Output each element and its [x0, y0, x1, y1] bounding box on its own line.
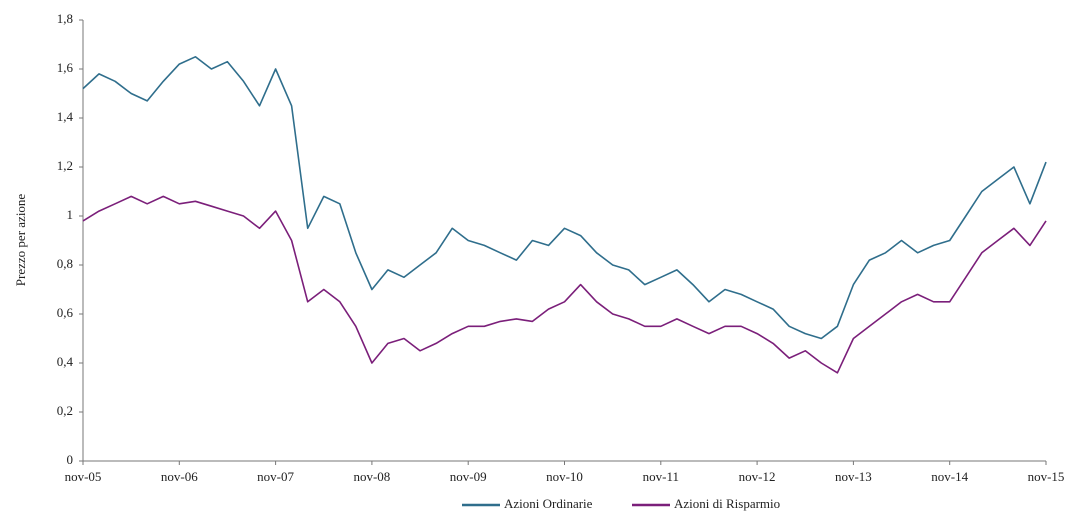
y-axis-label: Prezzo per azione — [13, 194, 28, 287]
y-tick-label: 0 — [67, 452, 74, 467]
y-tick-label: 0,8 — [57, 256, 73, 271]
y-tick-label: 0,2 — [57, 403, 73, 418]
legend-label: Azioni di Risparmio — [674, 496, 780, 511]
x-tick-label: nov-09 — [450, 469, 487, 484]
y-tick-label: 1,2 — [57, 158, 73, 173]
x-tick-label: nov-10 — [546, 469, 583, 484]
legend-label: Azioni Ordinarie — [504, 496, 593, 511]
y-tick-label: 1,4 — [57, 109, 74, 124]
x-tick-label: nov-08 — [353, 469, 390, 484]
x-tick-label: nov-07 — [257, 469, 294, 484]
line-series — [82, 195, 1047, 374]
x-tick-label: nov-13 — [835, 469, 872, 484]
x-tick-label: nov-11 — [643, 469, 679, 484]
y-tick-label: 1,8 — [57, 11, 73, 26]
y-tick-label: 1 — [67, 207, 74, 222]
x-tick-label: nov-05 — [65, 469, 102, 484]
line-series — [82, 56, 1047, 340]
x-tick-label: nov-06 — [161, 469, 198, 484]
y-tick-label: 0,6 — [57, 305, 74, 320]
x-tick-label: nov-15 — [1028, 469, 1065, 484]
y-tick-label: 1,6 — [57, 60, 74, 75]
y-tick-label: 0,4 — [57, 354, 74, 369]
x-tick-label: nov-12 — [739, 469, 776, 484]
x-tick-label: nov-14 — [931, 469, 968, 484]
